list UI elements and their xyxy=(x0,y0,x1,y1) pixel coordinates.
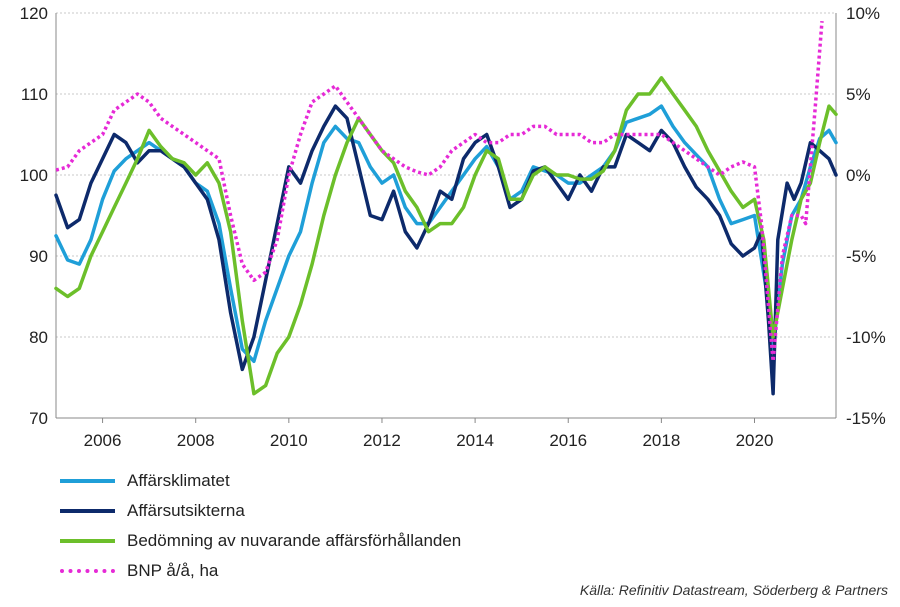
y-left-tick-label: 120 xyxy=(20,4,48,23)
legend-item: Affärsklimatet xyxy=(60,466,461,496)
y-left-tick-label: 80 xyxy=(29,328,48,347)
legend-swatch-affarsklimatet xyxy=(60,479,115,483)
legend-label: BNP å/å, ha xyxy=(127,561,219,580)
source-note: Källa: Refinitiv Datastream, Söderberg &… xyxy=(579,582,888,598)
x-tick-label: 2016 xyxy=(549,431,587,450)
series-lines xyxy=(54,20,838,396)
legend-item: BNP å/å, ha xyxy=(60,556,461,586)
x-tick-label: 2018 xyxy=(642,431,680,450)
x-tick-label: 2012 xyxy=(363,431,401,450)
x-tick-label: 2014 xyxy=(456,431,494,450)
legend-swatch-bnp xyxy=(60,569,115,573)
legend: Affärsklimatet Affärsutsikterna Bedömnin… xyxy=(60,466,461,586)
y-right-tick-label: -10% xyxy=(846,328,886,347)
y-left-tick-label: 70 xyxy=(29,409,48,428)
y-right-tick-label: -15% xyxy=(846,409,886,428)
axes xyxy=(55,13,837,423)
bedomning-line xyxy=(54,76,838,396)
bnp-line xyxy=(55,20,824,364)
legend-label: Affärsutsikterna xyxy=(127,501,245,520)
y-right-tick-label: 10% xyxy=(846,4,880,23)
legend-item: Bedömning av nuvarande affärsförhållande… xyxy=(60,526,461,556)
affarsutsikterna-line xyxy=(54,104,838,396)
tick-labels: 70 80 90 100 110 120 -15% -10% -5% 0% 5% 10% 2006 200… xyxy=(20,4,886,450)
y-left-tick-label: 90 xyxy=(29,247,48,266)
x-tick-label: 2006 xyxy=(84,431,122,450)
x-tick-label: 2010 xyxy=(270,431,308,450)
y-left-tick-label: 100 xyxy=(20,166,48,185)
legend-label: Affärsklimatet xyxy=(127,471,230,490)
y-right-tick-label: -5% xyxy=(846,247,876,266)
legend-swatch-bedomning xyxy=(60,539,115,543)
legend-item: Affärsutsikterna xyxy=(60,496,461,526)
legend-label: Bedömning av nuvarande affärsförhållande… xyxy=(127,531,462,550)
affarsklimatet-line xyxy=(54,104,838,364)
x-tick-label: 2020 xyxy=(736,431,774,450)
legend-swatch-affarsutsikterna xyxy=(60,509,115,513)
y-right-tick-label: 5% xyxy=(846,85,871,104)
x-tick-label: 2008 xyxy=(177,431,215,450)
y-right-tick-label: 0% xyxy=(846,166,871,185)
y-left-tick-label: 110 xyxy=(21,85,48,104)
